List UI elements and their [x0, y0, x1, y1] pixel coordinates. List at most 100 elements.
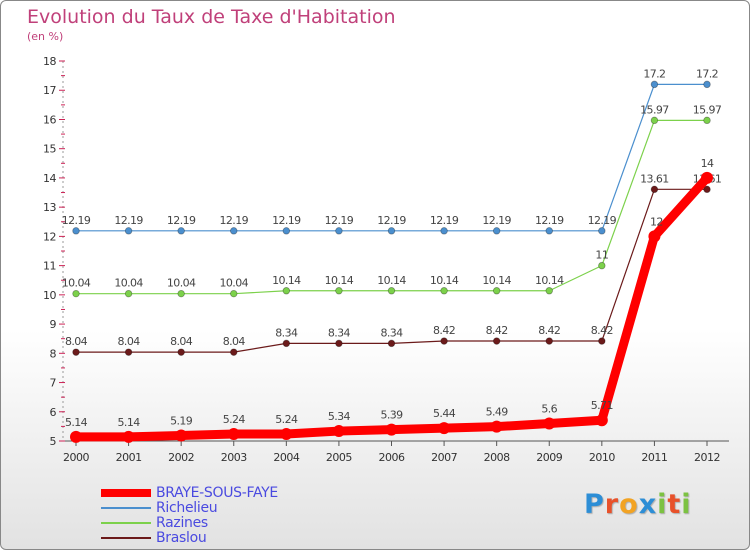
- data-label: 12.19: [430, 214, 459, 227]
- x-tick-label: 2000: [63, 451, 89, 464]
- data-label: 12.19: [272, 214, 301, 227]
- logo-letter: x: [638, 489, 658, 520]
- y-tick-label: 14: [43, 172, 56, 185]
- y-tick-label: 7: [50, 377, 57, 390]
- logo-letter: o: [619, 489, 639, 520]
- data-label: 5.44: [433, 407, 456, 420]
- chart-title: Evolution du Taux de Taxe d'Habitation: [27, 6, 396, 28]
- data-label: 12.19: [167, 214, 196, 227]
- legend-item: Razines: [101, 514, 278, 531]
- data-point: [650, 185, 659, 194]
- data-label: 5.19: [170, 414, 193, 427]
- data-point: [650, 116, 659, 125]
- y-tick-label: 9: [50, 318, 57, 331]
- data-point: [598, 261, 606, 270]
- data-point: [335, 227, 343, 235]
- x-tick-label: 2003: [221, 451, 247, 464]
- data-point: [72, 348, 80, 356]
- data-label: 15.97: [693, 103, 722, 116]
- data-point: [440, 287, 448, 295]
- data-label: 14: [701, 157, 714, 170]
- data-label: 12: [650, 215, 663, 228]
- data-point: [440, 337, 448, 345]
- legend-swatch: [101, 506, 151, 509]
- data-point: [703, 185, 711, 194]
- legend-swatch: [101, 536, 151, 539]
- data-point: [703, 80, 711, 89]
- data-label: 12.19: [62, 214, 91, 227]
- data-label: 8.34: [328, 326, 351, 339]
- x-tick-label: 2012: [694, 451, 720, 464]
- proxiti-logo: Proxiti: [584, 489, 692, 520]
- data-label: 8.04: [170, 335, 193, 348]
- data-point: [230, 289, 238, 298]
- data-point: [282, 227, 291, 235]
- series-braye-sous-faye: 5.14 5.14 5.19 5.24 5.24 5.34 5.39 5.44 5.49 5.6 5…: [65, 157, 715, 443]
- series-line: [75, 83, 708, 232]
- data-label: 17.2: [696, 67, 718, 80]
- y-tick-label: 13: [43, 201, 56, 214]
- legend-label: BRAYE-SOUS-FAYE: [156, 484, 278, 501]
- data-label: 13.61: [640, 172, 669, 185]
- data-label: 10.14: [377, 274, 406, 287]
- data-point: [545, 227, 553, 235]
- data-point: [175, 429, 188, 442]
- y-tick-label: 5: [50, 435, 57, 448]
- y-tick-label: 17: [43, 84, 56, 97]
- series-line: [75, 119, 708, 295]
- data-point: [387, 287, 396, 295]
- data-label: 8.42: [538, 324, 560, 337]
- data-label: 5.24: [223, 413, 246, 426]
- data-point: [545, 337, 553, 345]
- x-tick-label: 2008: [484, 451, 510, 464]
- series-layer: 12.19 12.19 12.19 12.19 12.19 12.19 12.19 12.19…: [62, 67, 722, 443]
- data-point: [598, 337, 606, 345]
- logo-letter: t: [667, 489, 682, 520]
- data-label: 8.34: [275, 326, 298, 339]
- data-point: [177, 348, 185, 356]
- series-razines: 10.04 10.04 10.04 10.04 10.14 10.14 10.14 10.14…: [62, 103, 722, 298]
- data-label: 8.42: [591, 324, 613, 337]
- data-point: [124, 348, 133, 356]
- data-label: 10.14: [272, 274, 301, 287]
- data-label: 10.14: [535, 274, 564, 287]
- legend-item: Braslou: [101, 530, 278, 546]
- data-label: 12.19: [325, 214, 354, 227]
- data-point: [440, 227, 448, 235]
- data-point: [492, 227, 501, 235]
- data-label: 5.39: [380, 409, 403, 422]
- data-point: [282, 287, 291, 295]
- x-tick-label: 2009: [536, 451, 562, 464]
- logo-letter: P: [584, 489, 605, 520]
- y-tick-label: 18: [43, 55, 56, 68]
- data-label: 10.04: [114, 277, 143, 290]
- data-label: 12.19: [377, 214, 406, 227]
- y-tick-label: 6: [50, 406, 57, 419]
- data-label: 8.42: [433, 324, 455, 337]
- data-label: 10.04: [62, 277, 91, 290]
- logo-letter: i: [657, 489, 668, 520]
- data-label: 10.04: [220, 277, 249, 290]
- data-point: [650, 80, 659, 89]
- data-point: [490, 420, 503, 433]
- data-label: 12.19: [114, 214, 143, 227]
- data-point: [227, 427, 240, 440]
- data-label: 5.14: [65, 416, 88, 429]
- y-tick-label: 11: [43, 260, 56, 273]
- legend-label: Razines: [156, 514, 208, 531]
- data-label: 17.2: [643, 67, 665, 80]
- axes: 5 6 7 8 9 10 11 12 13 14 15 16 17 18 2000 2001 2002 2003 2…: [43, 55, 729, 464]
- data-label: 8.04: [65, 335, 88, 348]
- data-label: 8.04: [118, 335, 141, 348]
- data-label: 15.97: [640, 103, 669, 116]
- data-label: 5.49: [486, 406, 509, 419]
- y-tick-label: 15: [43, 143, 56, 156]
- legend-item: Richelieu: [101, 500, 278, 516]
- y-tick-label: 12: [43, 230, 56, 243]
- data-point: [492, 337, 501, 345]
- data-point: [385, 423, 398, 436]
- x-tick-label: 2004: [273, 451, 299, 464]
- legend-swatch: [101, 488, 151, 497]
- data-point: [438, 422, 451, 435]
- x-tick-label: 2007: [431, 451, 457, 464]
